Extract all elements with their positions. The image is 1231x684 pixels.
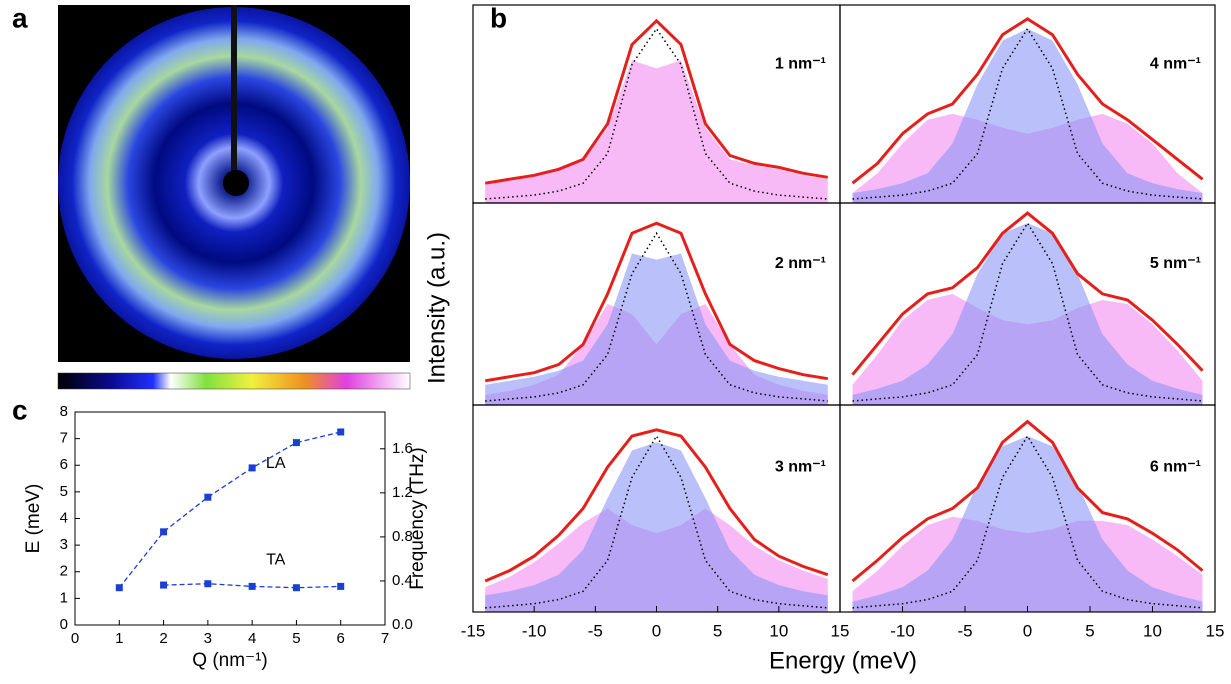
x-tick-label: -5 <box>588 621 603 640</box>
x-tick-label: 0 <box>1023 621 1032 640</box>
data-point <box>248 464 256 472</box>
data-point <box>160 528 168 536</box>
elastic-curve <box>485 231 828 402</box>
panel-label: b <box>490 2 507 33</box>
y2-tick-label: 0.8 <box>392 528 413 545</box>
series-label: LA <box>266 455 286 472</box>
diffraction-image <box>58 5 410 362</box>
colorbar <box>57 372 411 390</box>
x-tick-label: 15 <box>831 621 850 640</box>
y2-tick-label: 1.2 <box>392 484 413 501</box>
x-axis-label: Energy (meV) <box>769 647 917 674</box>
x-tick-label: -10 <box>890 621 915 640</box>
y-tick-label: 4 <box>60 509 68 526</box>
x-tick-label: 0 <box>71 630 79 647</box>
x-tick-label: 5 <box>1085 621 1094 640</box>
y2-axis-label: Frequency (THz) <box>407 447 428 590</box>
x-tick-label: 4 <box>248 630 256 647</box>
x-tick-label: 5 <box>292 630 300 647</box>
x-tick-label: 15 <box>1206 621 1225 640</box>
elastic-curve <box>852 434 1203 609</box>
data-point <box>204 580 212 588</box>
y-tick-label: 2 <box>60 563 68 580</box>
y2-tick-label: 1.6 <box>392 440 413 457</box>
data-point <box>160 581 168 589</box>
data-point <box>248 582 256 590</box>
x-tick-label: 10 <box>769 621 788 640</box>
panel-label: c <box>12 394 28 425</box>
data-point <box>292 439 300 447</box>
y-tick-label: 3 <box>60 536 68 553</box>
data-point <box>337 582 345 590</box>
x-tick-label: 10 <box>1143 621 1162 640</box>
panel-q-label: 3 nm⁻¹ <box>775 458 826 475</box>
fit-curve <box>484 428 829 583</box>
component-area <box>852 28 1203 203</box>
y-axis-label: E (meV) <box>23 484 44 554</box>
component-area <box>485 442 828 612</box>
elastic-curve <box>852 221 1203 402</box>
y-tick-label: 6 <box>60 456 68 473</box>
y-tick-label: 5 <box>60 483 68 500</box>
x-axis-label: Q (nm⁻¹) <box>192 650 267 671</box>
x-tick-label: -15 <box>461 621 486 640</box>
beam-stop <box>231 5 237 183</box>
y-axis-label: Intensity (a.u.) <box>423 232 450 384</box>
plot-frame <box>74 411 386 626</box>
data-point <box>115 584 123 592</box>
fit-curve <box>851 419 1204 583</box>
x-tick-label: 1 <box>115 630 123 647</box>
component-area <box>485 60 828 204</box>
elastic-curve <box>852 27 1203 200</box>
y2-tick-label: 0.0 <box>392 616 413 633</box>
fit-curve <box>484 18 829 185</box>
data-point <box>337 428 345 436</box>
trend-line <box>118 431 341 589</box>
fit-curve <box>851 211 1204 376</box>
panel-q-label: 1 nm⁻¹ <box>775 56 826 73</box>
y-tick-label: 0 <box>60 616 68 633</box>
y-tick-label: 7 <box>60 430 68 447</box>
x-tick-label: 5 <box>713 621 722 640</box>
x-tick-label: 6 <box>337 630 345 647</box>
series-label: TA <box>266 552 286 569</box>
component-area <box>852 223 1203 405</box>
x-tick-label: 2 <box>159 630 167 647</box>
beam-stop-center <box>223 170 249 196</box>
x-tick-label: -5 <box>957 621 972 640</box>
component-area <box>485 253 828 405</box>
data-point <box>204 493 212 501</box>
x-tick-label: -10 <box>522 621 547 640</box>
data-point <box>292 584 300 592</box>
panel-label: a <box>12 2 28 33</box>
y-tick-label: 8 <box>60 403 68 420</box>
fit-curve <box>851 17 1204 185</box>
x-tick-label: 7 <box>381 630 389 647</box>
panel-q-label: 5 nm⁻¹ <box>1150 255 1201 272</box>
y2-tick-label: 0.4 <box>392 572 413 589</box>
panel-q-label: 2 nm⁻¹ <box>775 255 826 272</box>
component-area <box>852 436 1203 612</box>
fit-curve <box>484 221 829 383</box>
panel-q-label: 4 nm⁻¹ <box>1150 56 1201 73</box>
x-tick-label: 0 <box>652 621 661 640</box>
x-tick-label: 3 <box>204 630 212 647</box>
y-tick-label: 1 <box>60 589 68 606</box>
panel-q-label: 6 nm⁻¹ <box>1150 458 1201 475</box>
